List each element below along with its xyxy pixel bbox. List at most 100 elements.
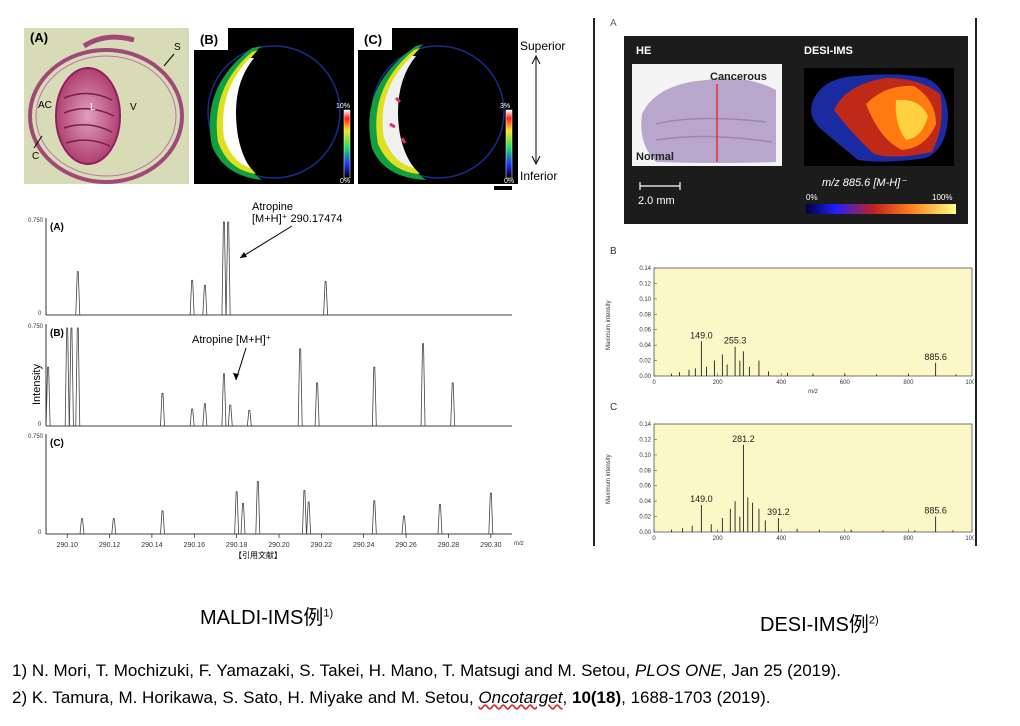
normal-label: Normal [636, 151, 674, 163]
spectrum-peak [488, 492, 494, 535]
x-tick-label: 200 [713, 380, 724, 386]
scale-bar [494, 186, 512, 190]
y-tick-label: 0.06 [639, 328, 651, 334]
annot-a-arrow [239, 225, 293, 259]
y-tick-label: 0.02 [639, 359, 651, 365]
y-tick-label: 0.10 [639, 297, 651, 303]
y-tick-label: 0.12 [639, 281, 651, 287]
x-unit-label: m/z [514, 541, 524, 547]
ref2-authors: 2) K. Tamura, M. Horikawa, S. Sato, H. M… [12, 688, 479, 707]
superior-label: Superior [520, 39, 565, 53]
scale-c-bottom: 0% [504, 178, 514, 185]
spectrum-peak [227, 404, 233, 427]
ref1-authors: 1) N. Mori, T. Mochizuki, F. Yamazaki, S… [12, 661, 635, 680]
desi-caption-text: DESI-IMS例 [760, 614, 869, 636]
x-tick-label: 290.16 [184, 542, 206, 549]
spectrum-plot-area [653, 423, 973, 533]
reference-2: 2) K. Tamura, M. Horikawa, S. Sato, H. M… [12, 684, 1012, 711]
scale-bar-label: 2.0 mm [638, 195, 675, 207]
y-tick-label: 0.00 [639, 374, 651, 380]
x-tick-label: 290.10 [56, 542, 78, 549]
spectrum-peak [420, 343, 426, 427]
spectrum-peak [371, 500, 377, 535]
spectrum-peak [306, 501, 312, 535]
peak-label: 255.3 [724, 336, 747, 346]
img-label-c: (C) [364, 32, 382, 47]
desi-panel-c: C [610, 402, 617, 413]
cancerous-label: Cancerous [710, 71, 767, 83]
spectrum-peak [297, 348, 303, 427]
colorbar-c [505, 109, 513, 179]
desi-border-right [975, 18, 977, 546]
y-tick-label: 0.12 [639, 437, 651, 443]
spectrum-peak [69, 327, 74, 427]
x-tick-label: 290.24 [353, 542, 375, 549]
lens [55, 67, 121, 165]
spectrum-panel-label: (C) [50, 438, 64, 449]
spectrum-peak [314, 382, 320, 427]
y-tick-label: 0.750 [28, 218, 44, 224]
eye-outline [28, 48, 184, 184]
x-tick-label: 290.18 [226, 542, 248, 549]
anat-label-l: L [90, 102, 96, 113]
y-tick-label: 0 [38, 422, 42, 428]
spectrum-peak [401, 515, 407, 535]
spectrum-peak [371, 366, 377, 427]
x-axis-label: m/z [808, 389, 818, 395]
x-tick-label: 290.26 [395, 542, 417, 549]
x-tick-label: 600 [840, 536, 851, 542]
spectrum-peak [202, 284, 208, 316]
y-tick-label: 0.08 [639, 312, 651, 318]
spectrum-peak [79, 518, 85, 535]
spectrum-peak [246, 409, 252, 427]
mz-label: m/z 885.6 [M-H]⁻ [822, 177, 907, 189]
maldi-images: (A) S AC L V C 10% 0% (B) 3% 0% (C) Supe… [24, 28, 565, 190]
spectrum-panel-label: (A) [50, 222, 64, 233]
x-tick-label: 0 [652, 536, 656, 542]
y-tick-label: 0 [38, 311, 42, 317]
spectrum-peak [255, 481, 261, 535]
x-tick-label: 290.14 [141, 542, 163, 549]
y-tick-label: 0.08 [639, 468, 651, 474]
x-tick-label: 290.30 [480, 542, 502, 549]
spectrum-peak [225, 221, 231, 316]
y-tick-label: 0.750 [28, 324, 44, 330]
desi-ylabel-b: Maximum intensity [606, 300, 612, 350]
spectrum-peak [160, 392, 165, 427]
x-tick-label: 0 [652, 380, 656, 386]
x-tick-label: 290.20 [268, 542, 290, 549]
spectrum-peak [75, 327, 81, 427]
x-tick-label: 200 [713, 536, 724, 542]
spectrum-panel-label: (B) [50, 328, 64, 339]
spectrum-peak [45, 366, 51, 427]
x-tick-label: 800 [903, 536, 914, 542]
peak-label: 885.6 [924, 352, 947, 362]
x-tick-label: 290.28 [438, 542, 460, 549]
spectrum-peak [323, 281, 328, 316]
desi-border-left [593, 18, 595, 546]
anat-label-ac: AC [38, 100, 52, 111]
y-tick-label: 0.00 [639, 530, 651, 536]
x-tick-label: 290.12 [99, 542, 121, 549]
anat-label-c: C [32, 151, 39, 162]
img-label-a: (A) [30, 30, 48, 45]
spectrum-peak [75, 271, 81, 316]
x-tick-label: 400 [776, 380, 787, 386]
ref1-details: , Jan 25 (2019). [721, 661, 841, 680]
desi-panel-a: A [610, 18, 617, 29]
desi-colorbar [806, 204, 956, 214]
desi-caption: DESI-IMS例2) [760, 608, 879, 637]
spectrum-peak [221, 373, 227, 427]
scale-b-top: 10% [336, 103, 350, 110]
desi-caption-sup: 2) [868, 614, 879, 627]
spectrum-peak [302, 490, 307, 535]
maldi-caption-text: MALDI-IMS例 [200, 607, 324, 629]
y-tick-label: 0.06 [639, 484, 651, 490]
spectra-ylabel: Intensity [31, 364, 43, 405]
he-tissue [641, 78, 776, 163]
y-tick-label: 0.02 [639, 515, 651, 521]
ref2-details: , 1688-1703 (2019). [621, 688, 771, 707]
y-tick-label: 0.750 [28, 434, 44, 440]
annot-b: Atropine [M+H]⁺ [192, 334, 272, 346]
y-tick-label: 0 [38, 530, 42, 536]
